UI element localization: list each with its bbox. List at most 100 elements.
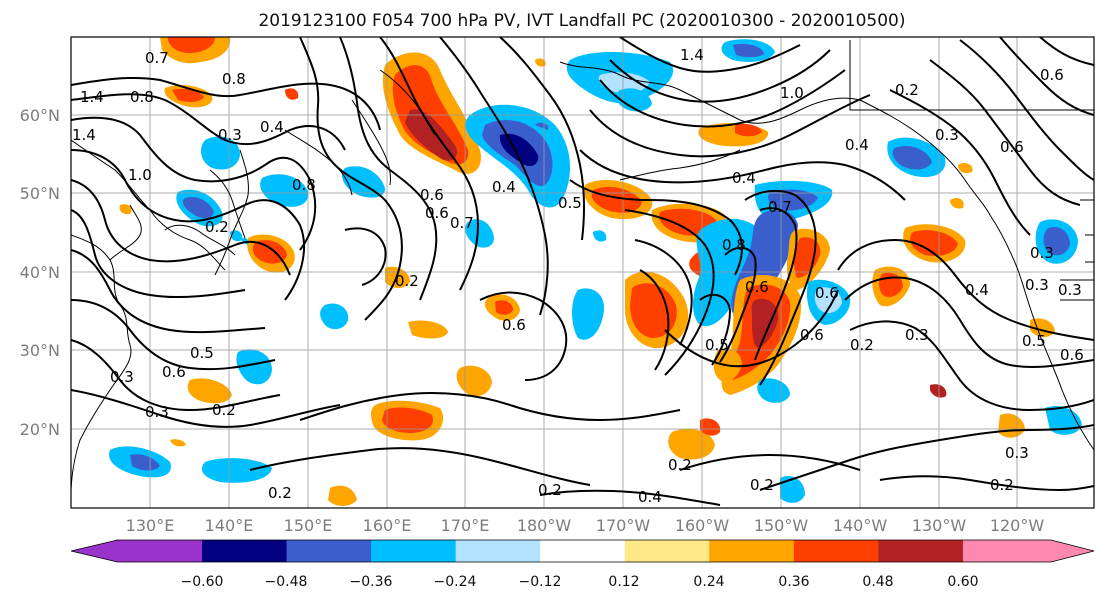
lat-label: 60°N (20, 106, 60, 125)
colorbar-swatch (962, 540, 1094, 562)
contour-label: 0.6 (745, 278, 769, 296)
colorbar-tick: 0.60 (947, 574, 978, 590)
map-area: 0.7 0.8 1.4 0.8 0.4 1.4 1.0 0.8 0.3 0.2 … (71, 37, 1094, 508)
contour-label: 0.6 (800, 326, 824, 344)
contour-label: 0.6 (502, 316, 526, 334)
colorbar-tick: −0.12 (519, 574, 562, 590)
contour-label: 0.7 (768, 198, 792, 216)
lat-label: 50°N (20, 184, 60, 203)
colorbar-swatch (540, 540, 626, 562)
contour-label: 0.2 (395, 272, 419, 290)
colorbar-swatch (455, 540, 541, 562)
contour-label: 1.0 (128, 166, 152, 184)
lon-label: 160°E (363, 516, 412, 535)
contour-label: 0.8 (222, 70, 246, 88)
contour-label: 0.2 (205, 218, 229, 236)
colorbar-outline (70, 539, 1095, 563)
colorbar-tick: 0.12 (608, 574, 639, 590)
contour-label: 0.4 (845, 136, 869, 154)
colorbar-tick: 0.48 (862, 574, 893, 590)
contour-label: 0.4 (965, 281, 989, 299)
contour-label: 0.2 (538, 481, 562, 499)
contour-label: 0.6 (420, 186, 444, 204)
contour-label: 0.5 (1022, 332, 1046, 350)
gridlines (71, 37, 1094, 508)
contour-label: 0.5 (558, 194, 582, 212)
latitude-labels: 60°N 50°N 40°N 30°N 20°N (20, 106, 60, 439)
contour-label: 0.2 (212, 401, 236, 419)
contour-label: 0.6 (1000, 138, 1024, 156)
colorbar-swatch (709, 540, 795, 562)
contour-label: 0.5 (190, 344, 214, 362)
lon-label: 150°W (754, 516, 809, 535)
contour-label: 0.3 (935, 126, 959, 144)
contour-label: 1.4 (680, 46, 704, 64)
colorbar-tick: −0.24 (434, 574, 477, 590)
contour-label: 0.2 (895, 81, 919, 99)
longitude-labels: 130°E 140°E 150°E 160°E 170°E 180°W 170°… (126, 516, 1045, 535)
contour-label: 0.3 (110, 368, 134, 386)
contour-label: 0.3 (218, 126, 242, 144)
contour-labels: 0.7 0.8 1.4 0.8 0.4 1.4 1.0 0.8 0.3 0.2 … (72, 46, 1084, 506)
contour-label: 0.2 (990, 476, 1014, 494)
colorbar-swatch (71, 540, 202, 562)
lon-label: 130°E (126, 516, 175, 535)
contour-label: 0.2 (750, 476, 774, 494)
lon-label: 130°W (912, 516, 967, 535)
colorbar (70, 539, 1095, 563)
contour-label: 0.8 (292, 176, 316, 194)
contour-label: 0.2 (668, 456, 692, 474)
contour-label: 0.2 (268, 484, 292, 502)
contour-label: 1.4 (80, 88, 104, 106)
contour-label: 0.6 (815, 284, 839, 302)
lon-label: 170°W (596, 516, 651, 535)
colorbar-tick: 0.36 (778, 574, 809, 590)
contour-label: 0.4 (732, 169, 756, 187)
lon-label: 120°W (990, 516, 1045, 535)
lon-label: 140°W (833, 516, 888, 535)
map-frame (70, 36, 1095, 509)
lat-label: 20°N (20, 420, 60, 439)
contour-label: 0.2 (850, 336, 874, 354)
contour-label: 0.3 (905, 326, 929, 344)
contour-label: 0.7 (145, 49, 169, 67)
contour-label: 0.4 (260, 118, 284, 136)
contour-label: 1.4 (72, 126, 96, 144)
contour-label: 0.3 (145, 403, 169, 421)
lon-label: 170°E (441, 516, 490, 535)
contour-label: 0.3 (1058, 281, 1082, 299)
contour-label: 0.5 (705, 336, 729, 354)
contour-label: 0.4 (492, 178, 516, 196)
colorbar-tick: −0.36 (350, 574, 393, 590)
contour-label: 0.3 (1030, 244, 1054, 262)
colorbar-swatch (371, 540, 457, 562)
colorbar-tick: −0.48 (265, 574, 308, 590)
contour-label: 0.6 (1060, 346, 1084, 364)
lon-label: 140°E (205, 516, 254, 535)
contour-label: 0.4 (638, 488, 662, 506)
colorbar-swatch (286, 540, 372, 562)
lat-label: 30°N (20, 341, 60, 360)
contour-label: 0.8 (130, 88, 154, 106)
colorbar-swatch (793, 540, 879, 562)
map-title: 2019123100 F054 700 hPa PV, IVT Landfall… (258, 11, 905, 31)
contour-label: 0.7 (450, 214, 474, 232)
lon-label: 160°W (675, 516, 730, 535)
colorbar-swatch (624, 540, 710, 562)
contour-label: 0.8 (722, 236, 746, 254)
contour-label: 0.6 (162, 363, 186, 381)
colorbar-tick: 0.24 (693, 574, 724, 590)
colorbar-ticks: −0.60 −0.48 −0.36 −0.24 −0.12 0.12 0.24 … (181, 574, 979, 590)
colorbar-tick: −0.60 (181, 574, 224, 590)
lon-label: 180°W (517, 516, 572, 535)
colorbar-swatch (202, 540, 288, 562)
colorbar-swatch (878, 540, 964, 562)
lat-label: 40°N (20, 263, 60, 282)
contour-label: 0.6 (425, 204, 449, 222)
lon-label: 150°E (284, 516, 333, 535)
contour-label: 0.3 (1005, 444, 1029, 462)
pv-contours (71, 37, 1094, 506)
contour-label: 1.0 (780, 84, 804, 102)
contour-label: 0.3 (1025, 276, 1049, 294)
